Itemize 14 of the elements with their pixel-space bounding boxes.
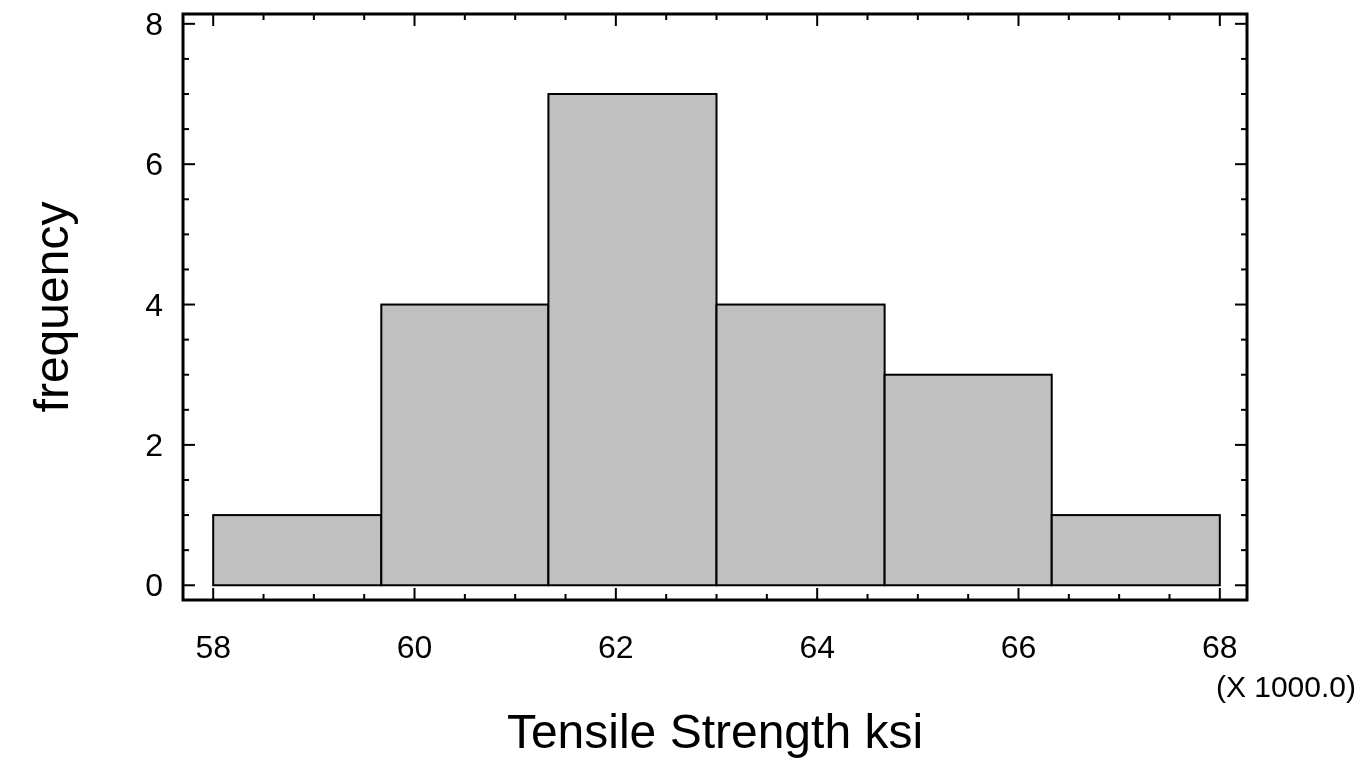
x-tick-label: 62 (598, 629, 634, 665)
y-tick-label: 6 (145, 146, 163, 183)
x-tick-label: 68 (1202, 629, 1238, 665)
y-tick-label: 2 (145, 426, 163, 463)
y-tick-label: 0 (145, 567, 163, 604)
text: (X 1000.0) (1215, 670, 1356, 703)
x-tick-label: 58 (195, 629, 231, 665)
y-tick-label: 8 (145, 5, 163, 42)
x-tick-label: 60 (396, 629, 433, 665)
y-tick-label: 4 (145, 286, 163, 323)
x-tick-label: 66 (1000, 629, 1037, 665)
x-axis-title: Tensile Strength ksi (506, 705, 924, 758)
x-tick-label: 64 (799, 629, 835, 665)
y-axis-title: frequency (25, 201, 78, 413)
